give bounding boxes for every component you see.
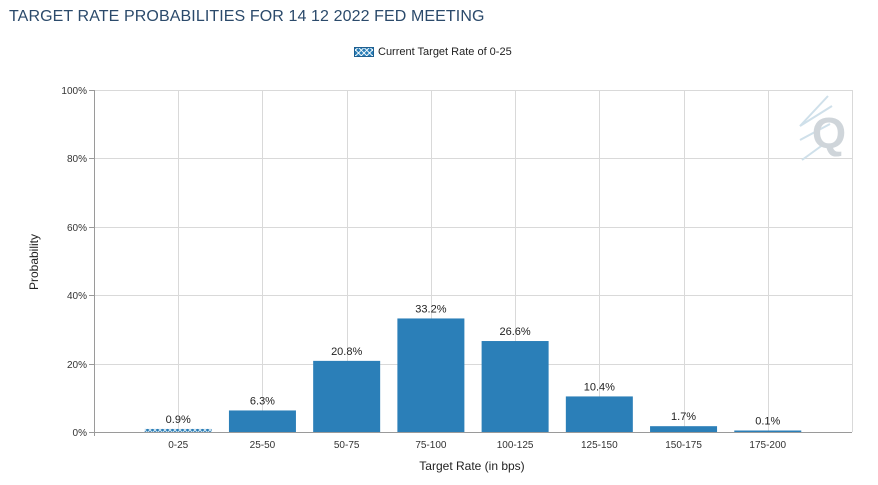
- bar-175-200[interactable]: [734, 430, 802, 433]
- y-tick-label: 20%: [67, 360, 87, 371]
- bar-150-175[interactable]: [650, 426, 718, 432]
- bar-0-25[interactable]: [144, 428, 212, 432]
- y-axis-title: Probability: [27, 234, 41, 290]
- data-labels: 0.9% 6.3% 20.8% 33.2% 26.6% 10.4% 1.7% 0.1%: [166, 303, 781, 427]
- x-tick-label-25-50: 25-50: [250, 440, 276, 451]
- q-logo-icon: Q: [799, 95, 846, 161]
- axes: 0% 20% 40% 60% 80% 100% 0-25 25-50 50-75 75-100 10…: [61, 86, 852, 451]
- x-tick-label-75-100: 75-100: [415, 440, 447, 451]
- y-tick-label: 0%: [73, 428, 88, 439]
- svg-text:Q: Q: [812, 109, 846, 158]
- x-tick-label-50-75: 50-75: [334, 440, 360, 451]
- bar-75-100[interactable]: [397, 318, 465, 432]
- x-tick-label-100-125: 100-125: [497, 440, 534, 451]
- y-tick-label: 40%: [67, 291, 87, 302]
- x-tick-label-0-25: 0-25: [168, 440, 188, 451]
- chart-title: TARGET RATE PROBABILITIES FOR 14 12 2022…: [9, 8, 485, 25]
- x-tick-label-150-175: 150-175: [665, 440, 702, 451]
- data-label-150-175: 1.7%: [671, 411, 696, 423]
- data-label-75-100: 33.2%: [415, 303, 446, 315]
- bar-25-50[interactable]: [228, 410, 296, 432]
- legend-swatch-hatched-icon: [354, 47, 374, 57]
- data-label-50-75: 20.8%: [331, 346, 362, 358]
- x-axis-title: Target Rate (in bps): [419, 459, 524, 473]
- y-tick-label: 60%: [67, 223, 87, 234]
- legend[interactable]: Current Target Rate of 0-25: [354, 46, 512, 58]
- bar-100-125[interactable]: [481, 341, 549, 432]
- data-label-100-125: 26.6%: [500, 326, 531, 338]
- x-tick-label-175-200: 175-200: [749, 440, 786, 451]
- data-label-125-150: 10.4%: [584, 381, 615, 393]
- data-label-175-200: 0.1%: [755, 416, 780, 428]
- data-label-25-50: 6.3%: [250, 395, 275, 407]
- y-tick-label: 80%: [67, 154, 87, 165]
- x-tick-label-125-150: 125-150: [581, 440, 618, 451]
- data-label-0-25: 0.9%: [166, 414, 191, 426]
- bar-125-150[interactable]: [565, 396, 633, 432]
- grid: [94, 90, 853, 433]
- legend-label: Current Target Rate of 0-25: [378, 46, 512, 58]
- y-tick-label: 100%: [61, 86, 87, 97]
- bars: [144, 318, 802, 433]
- bar-50-75[interactable]: [313, 360, 381, 432]
